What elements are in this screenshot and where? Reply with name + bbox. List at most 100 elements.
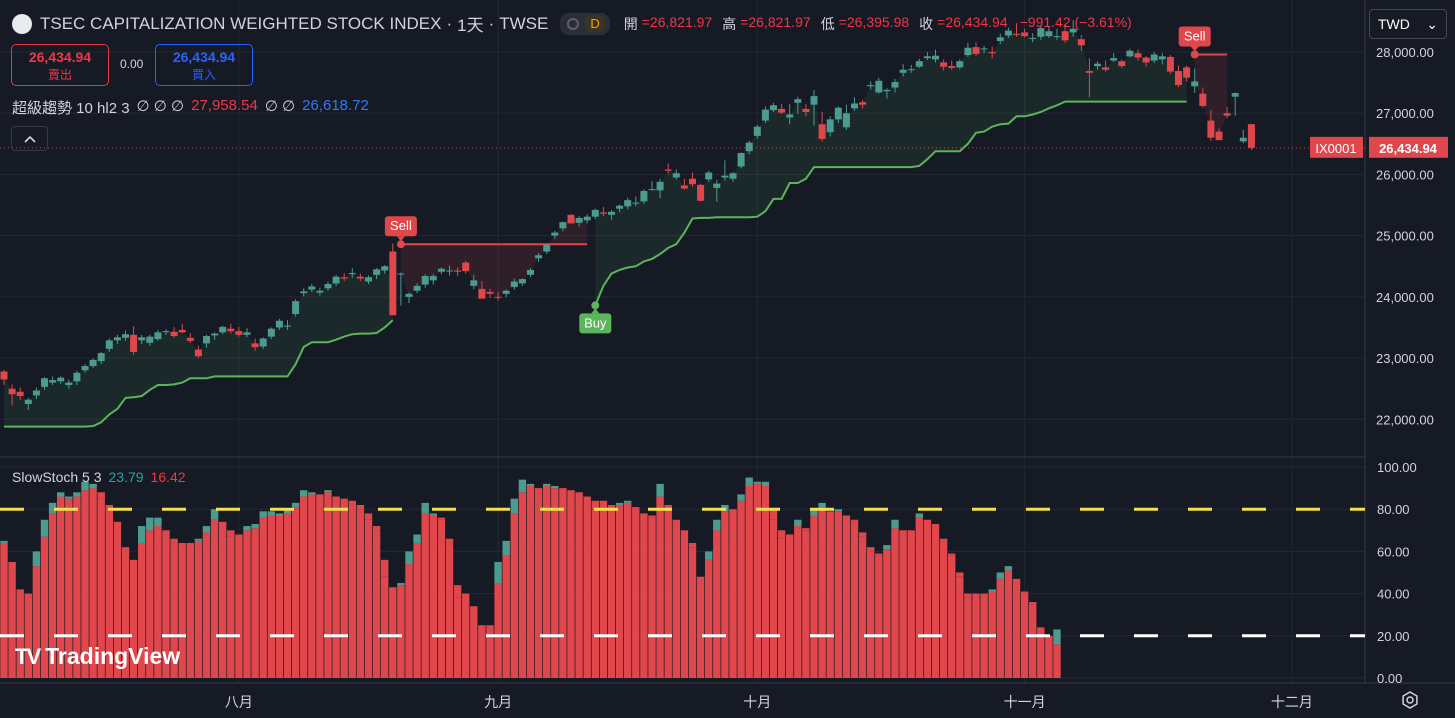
buy-button[interactable]: 26,434.94 買入 (155, 44, 253, 86)
stoch-bar-k (300, 490, 308, 497)
stoch-bar-d (462, 593, 470, 678)
candle (729, 173, 737, 179)
stoch-bar-d (429, 515, 437, 678)
candle (251, 343, 259, 348)
stoch-bar-d (721, 511, 729, 678)
candle (907, 69, 915, 71)
supertrend-legend[interactable]: 超級趨勢 10 hl2 3 ∅ ∅ ∅ 27,958.54 ∅ ∅ 26,618… (12, 97, 369, 117)
candle (527, 269, 534, 275)
stoch-bar-k (194, 538, 203, 541)
stoch-bar-k (875, 553, 883, 556)
stoch-tick: 20.00 (1377, 629, 1410, 644)
trend-line-up (594, 100, 1187, 306)
candle (1215, 131, 1223, 141)
stoch-bar-k (429, 513, 437, 516)
stoch-bar-d (267, 515, 275, 678)
stoch-bar-k (40, 519, 49, 537)
stoch-bar-k (826, 511, 834, 514)
candle (543, 244, 551, 252)
time-label: 十月 (743, 694, 771, 710)
stoch-bar-d (559, 488, 567, 678)
stoch-bar-d (648, 517, 656, 678)
candle (454, 270, 462, 272)
stoch-bar-k (648, 515, 656, 518)
trend-fill-down (1194, 54, 1228, 136)
symbol-logo-icon (12, 13, 32, 34)
candles[interactable] (0, 20, 1255, 411)
market-status-pill[interactable]: D (560, 12, 610, 35)
candle (186, 337, 194, 341)
candle (1158, 56, 1166, 60)
stoch-tick: 60.00 (1377, 544, 1410, 559)
stoch-bar-k (705, 551, 713, 560)
stoch-bar-d (802, 530, 810, 678)
stoch-bar-d (405, 564, 413, 678)
settings-icon[interactable] (1400, 690, 1420, 710)
currency-select[interactable]: TWD ⌄ (1369, 9, 1447, 39)
candle (0, 371, 8, 380)
last-price-label: IX0001 26,434.94 (0, 136, 1448, 158)
stoch-bands (0, 507, 1365, 638)
candle (1126, 50, 1134, 57)
candle (648, 189, 656, 191)
stoch-bar-d (891, 528, 899, 678)
stoch-bar-d (640, 513, 648, 678)
candle (89, 359, 97, 367)
candle (923, 56, 931, 59)
time-axis[interactable]: 八月 九月 十月 十一月 十二月 (225, 694, 1313, 710)
candle (891, 82, 899, 88)
candle (551, 232, 559, 236)
stoch-bar-d (599, 500, 608, 678)
stoch-bar-k (672, 519, 680, 524)
signal-dot (396, 240, 405, 249)
candle (462, 262, 470, 272)
stoch-bar-k (243, 526, 251, 531)
candle (794, 99, 802, 103)
candle (859, 102, 867, 105)
stoch-bar-d (470, 610, 478, 678)
stoch-bar-d (453, 597, 462, 678)
stoch-bar-d (1004, 570, 1013, 678)
stoch-bar-d (567, 490, 575, 678)
stoch-bar-k (615, 502, 624, 505)
candle (8, 388, 16, 395)
candle (1247, 124, 1255, 148)
stoch-bar-d (413, 542, 421, 678)
stoch-bar-k (73, 492, 81, 497)
symbol-title[interactable]: TSEC CAPITALIZATION WEIGHTED STOCK INDEX (40, 13, 442, 33)
price-tick: 22,000.00 (1376, 412, 1434, 427)
market-closed-icon (567, 17, 580, 30)
stoch-bar-d (680, 534, 689, 678)
stoch-bar-d (996, 578, 1004, 678)
candle (559, 222, 567, 229)
candle (203, 336, 210, 344)
stoch-legend[interactable]: SlowStoch 5 3 23.79 16.42 (12, 469, 186, 485)
candle (753, 126, 761, 136)
time-label: 八月 (225, 694, 253, 710)
candle (227, 328, 235, 332)
candle (65, 382, 73, 385)
stoch-bars[interactable] (0, 477, 1061, 678)
signal-buy-label: Buy (584, 315, 607, 330)
candle (478, 288, 486, 299)
candle (1077, 39, 1085, 46)
interval[interactable]: 1天 (457, 16, 484, 35)
stoch-bar-k (470, 606, 478, 611)
stoch-bar-d (89, 488, 97, 678)
stoch-bar-k (850, 519, 859, 522)
candle (381, 266, 389, 271)
stoch-bar-d (1012, 578, 1021, 678)
candle (1231, 93, 1239, 97)
candle (737, 153, 745, 167)
sell-button[interactable]: 26,434.94 賣出 (11, 44, 109, 86)
stoch-bar-d (381, 576, 389, 678)
stoch-bar-k (381, 559, 389, 577)
candle (940, 62, 948, 67)
collapse-legend-button[interactable] (11, 126, 48, 151)
stoch-bar-k (324, 490, 332, 493)
candle (267, 328, 275, 337)
stoch-bar-k (745, 477, 753, 486)
stoch-bar-k (65, 496, 73, 499)
price-axis[interactable]: 22,000.00 23,000.00 24,000.00 25,000.00 26,0… (1376, 45, 1434, 686)
